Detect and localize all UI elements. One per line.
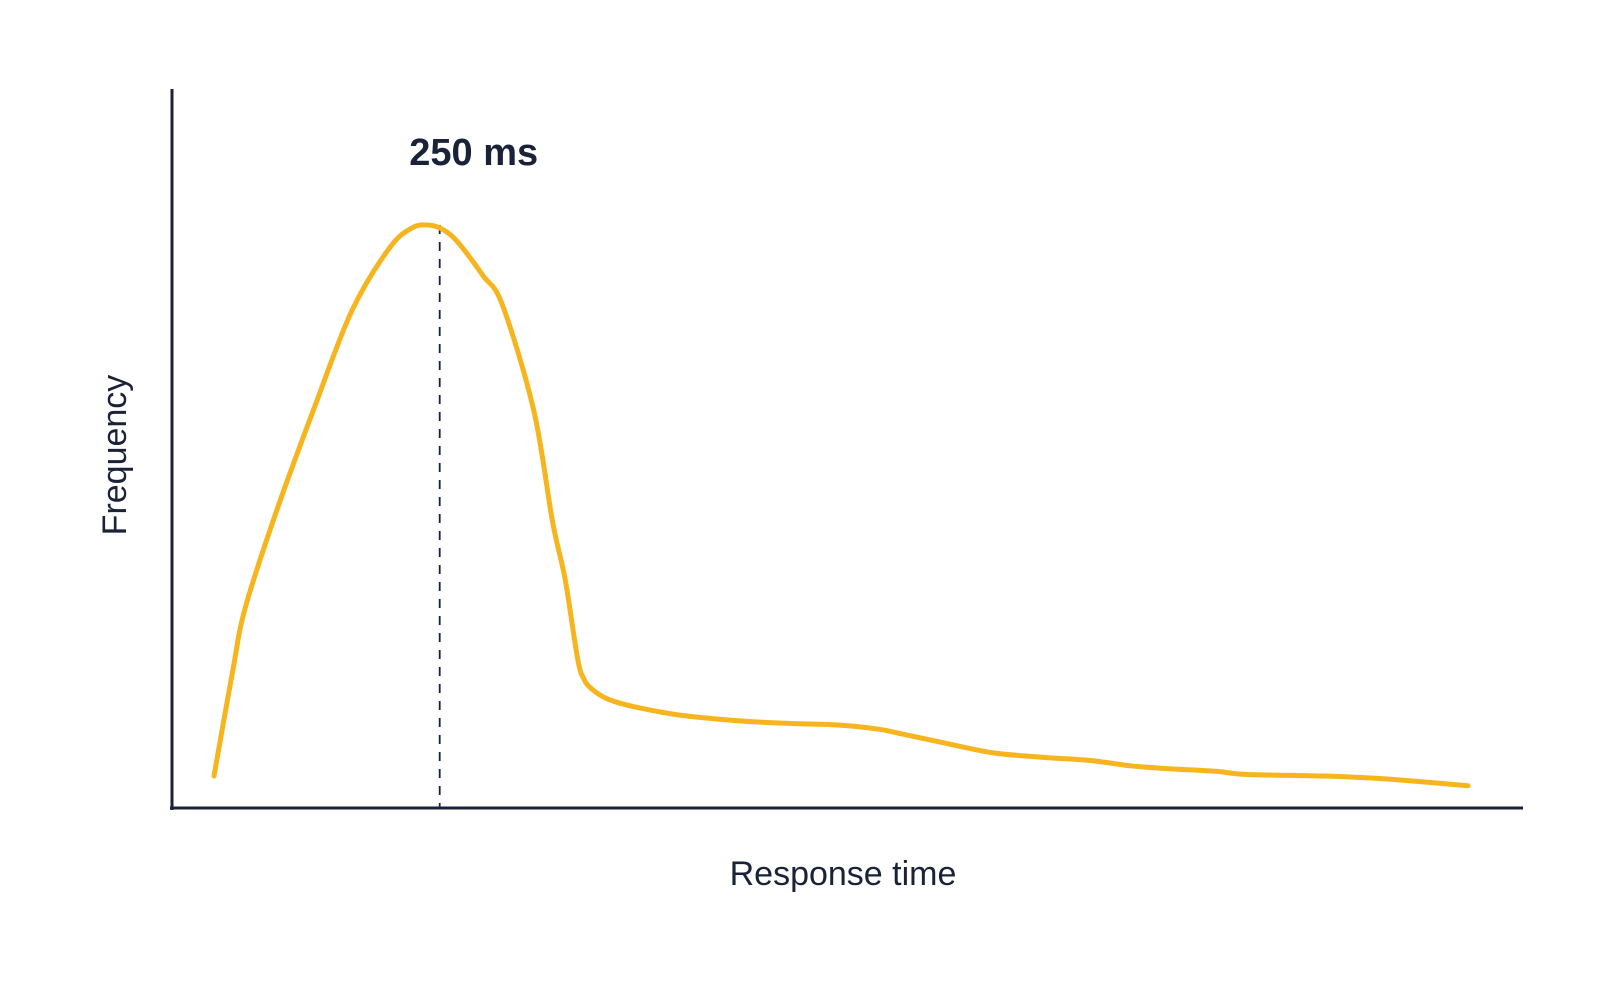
frequency-curve — [211, 222, 1471, 789]
y-axis-label: Frequency — [96, 375, 134, 536]
axes — [170, 89, 1523, 810]
x-axis-label: Response time — [730, 855, 957, 893]
peak-annotation-label: 250 ms — [409, 132, 538, 174]
